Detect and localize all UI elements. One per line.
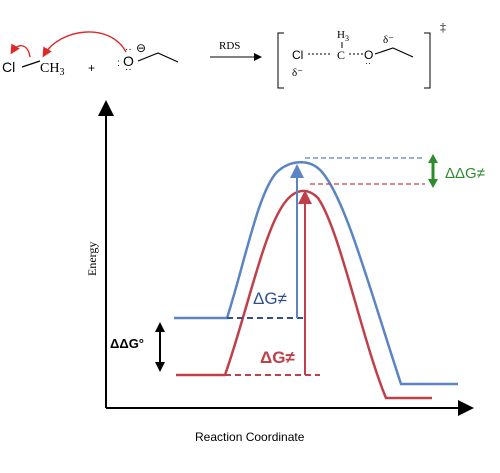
y-axis-label: Energy [85, 242, 99, 276]
ts-delta-left: δ⁻ [292, 67, 303, 79]
reactant-cl: Cl [2, 59, 15, 75]
rds-label: RDS [219, 40, 240, 52]
green-ddg-arrowhead-up [428, 154, 438, 163]
ethyl-chain [137, 52, 179, 63]
ts-delta-top: δ⁻ [383, 34, 394, 46]
energy-plot: Energy Reaction Coordinate ΔG≠ ΔG≠ ΔΔG≠ … [85, 100, 485, 444]
ts-oxygen: O [364, 48, 373, 62]
bond-breaking-arrow [10, 43, 31, 58]
ts-oxygen-lone-pairs: ·· [365, 58, 371, 68]
reactant-ch3: CH3 [40, 61, 64, 78]
cl-c-bond [21, 60, 41, 68]
ts-carbon: C [337, 48, 345, 62]
green-ddg-arrowhead-down [428, 179, 438, 188]
ts-h3: H3 [337, 29, 349, 43]
ddg-zero-arrowhead-up [155, 322, 165, 332]
nucleophile-charge: ⊖ [136, 41, 146, 55]
reaction-scheme: Cl CH3 + ·· : O ·· ⊖ RDS ‡ Cl H3 C [2, 20, 446, 89]
nucleophilic-attack-arrow [42, 31, 127, 58]
double-dagger: ‡ [440, 20, 446, 34]
ts-bracket-left [277, 32, 284, 89]
blue-delta-g-label: ΔG≠ [253, 289, 287, 308]
x-axis-label: Reaction Coordinate [195, 430, 305, 444]
ts-chlorine: Cl [292, 48, 303, 62]
nucleophile-oxygen: O [123, 53, 134, 69]
ddg-zero-arrowhead-down [155, 362, 165, 372]
nucleophile-lone-pairs-top: ·· [125, 44, 132, 55]
ts-bracket-right [424, 32, 431, 89]
plus-sign: + [88, 61, 95, 75]
nucleophile-lone-pair-left: : [117, 58, 120, 69]
red-delta-g-label: ΔG≠ [260, 348, 295, 367]
green-ddg-label: ΔΔG≠ [445, 165, 485, 182]
ts-ethyl-chain [374, 47, 414, 58]
blue-energy-curve [174, 161, 458, 386]
ddg-zero-label: ΔΔG° [110, 336, 144, 351]
nucleophile-lone-pairs-bottom: ·· [125, 64, 132, 75]
